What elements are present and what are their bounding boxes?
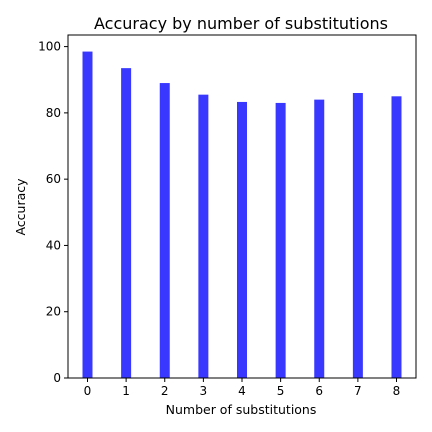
bar-4 <box>237 102 247 378</box>
x-tick-label-6: 6 <box>315 384 323 398</box>
chart-title: Accuracy by number of substitutions <box>94 14 388 33</box>
x-axis: 0 1 2 3 4 5 6 7 8 <box>84 378 401 398</box>
x-tick-label-7: 7 <box>354 384 362 398</box>
y-tick-label-20: 20 <box>46 305 61 319</box>
bar-0 <box>83 52 93 378</box>
bar-7 <box>353 93 363 378</box>
y-tick-label-0: 0 <box>53 371 61 385</box>
x-tick-label-4: 4 <box>238 384 246 398</box>
x-tick-label-8: 8 <box>393 384 401 398</box>
y-axis: 0 20 40 60 80 100 <box>38 40 68 385</box>
bar-6 <box>314 100 324 378</box>
bar-2 <box>160 83 170 378</box>
y-tick-label-100: 100 <box>38 40 61 54</box>
x-tick-label-3: 3 <box>200 384 208 398</box>
y-tick-label-80: 80 <box>46 106 61 120</box>
x-tick-label-1: 1 <box>122 384 130 398</box>
x-tick-label-2: 2 <box>161 384 169 398</box>
y-tick-label-40: 40 <box>46 238 61 252</box>
x-tick-label-5: 5 <box>277 384 285 398</box>
bar-3 <box>198 95 208 378</box>
x-tick-label-0: 0 <box>84 384 92 398</box>
bars-group <box>83 52 402 378</box>
y-axis-label: Accuracy <box>13 178 28 236</box>
y-tick-label-60: 60 <box>46 172 61 186</box>
x-axis-label: Number of substitutions <box>166 402 317 417</box>
bar-5 <box>276 103 286 378</box>
bar-1 <box>121 68 131 378</box>
bar-8 <box>392 96 402 378</box>
